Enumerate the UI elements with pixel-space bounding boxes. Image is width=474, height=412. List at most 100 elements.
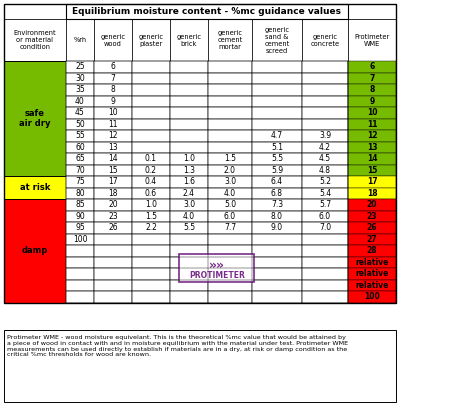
Text: 6: 6	[369, 62, 374, 71]
Text: 5.5: 5.5	[183, 223, 195, 232]
Bar	[348, 141, 396, 153]
Bar	[170, 199, 208, 211]
Bar	[66, 268, 94, 279]
Bar	[252, 291, 302, 302]
Text: 9: 9	[369, 97, 374, 106]
Bar	[208, 211, 252, 222]
Text: generic
brick: generic brick	[176, 33, 201, 47]
Bar	[302, 211, 348, 222]
Bar	[94, 234, 132, 245]
Text: 7.0: 7.0	[319, 223, 331, 232]
Bar	[4, 4, 396, 302]
Text: 5.9: 5.9	[271, 166, 283, 175]
Text: 7: 7	[110, 74, 116, 83]
Bar	[252, 61, 302, 73]
Bar	[170, 234, 208, 245]
Text: safe
air dry: safe air dry	[19, 109, 51, 128]
Bar	[348, 211, 396, 222]
Text: 28: 28	[367, 246, 377, 255]
Bar	[66, 164, 94, 176]
Text: 6.0: 6.0	[319, 212, 331, 221]
Bar	[66, 211, 94, 222]
Bar	[132, 211, 170, 222]
Text: 12: 12	[367, 131, 377, 140]
Text: 13: 13	[367, 143, 377, 152]
Text: relative: relative	[356, 258, 389, 267]
Text: 26: 26	[108, 223, 118, 232]
Text: 5.4: 5.4	[319, 189, 331, 198]
Bar	[94, 130, 132, 141]
Bar	[94, 187, 132, 199]
Text: Equilibrium moisture content - %mc guidance values: Equilibrium moisture content - %mc guida…	[73, 7, 341, 16]
Bar	[4, 19, 66, 61]
Bar	[252, 234, 302, 245]
Bar	[302, 19, 348, 61]
Bar	[302, 245, 348, 257]
Bar	[208, 130, 252, 141]
Text: 8.0: 8.0	[271, 212, 283, 221]
Text: 4.8: 4.8	[319, 166, 331, 175]
Bar	[208, 153, 252, 164]
Bar	[66, 187, 94, 199]
Bar	[170, 176, 208, 187]
Text: 6.4: 6.4	[271, 177, 283, 186]
Bar	[208, 176, 252, 187]
Bar	[208, 234, 252, 245]
Bar	[302, 73, 348, 84]
Bar	[302, 141, 348, 153]
Bar	[252, 164, 302, 176]
Bar	[94, 291, 132, 302]
Text: 1.0: 1.0	[183, 154, 195, 163]
Bar	[170, 84, 208, 96]
Text: 6.0: 6.0	[224, 212, 236, 221]
Bar	[208, 279, 252, 291]
Bar	[252, 96, 302, 107]
Bar	[66, 4, 348, 19]
Bar	[132, 222, 170, 234]
Text: 2.4: 2.4	[183, 189, 195, 198]
Bar	[208, 187, 252, 199]
Bar	[208, 199, 252, 211]
Bar	[348, 257, 396, 268]
Bar	[252, 176, 302, 187]
Text: 70: 70	[75, 166, 85, 175]
Text: 50: 50	[75, 120, 85, 129]
Text: 25: 25	[75, 62, 85, 71]
Bar	[132, 130, 170, 141]
Bar	[66, 257, 94, 268]
Bar	[252, 141, 302, 153]
Bar	[302, 222, 348, 234]
Bar	[348, 176, 396, 187]
Bar	[252, 130, 302, 141]
Text: 30: 30	[75, 74, 85, 83]
Bar	[208, 257, 252, 268]
Text: Environment
or material
condition: Environment or material condition	[14, 30, 56, 50]
Text: 9: 9	[110, 97, 116, 106]
Bar	[252, 153, 302, 164]
Bar	[302, 130, 348, 141]
Text: 8: 8	[110, 85, 115, 94]
Bar	[66, 153, 94, 164]
Bar	[66, 176, 94, 187]
Bar	[170, 211, 208, 222]
Text: 5.0: 5.0	[224, 200, 236, 209]
Bar	[132, 268, 170, 279]
Text: 26: 26	[367, 223, 377, 232]
Text: 5.5: 5.5	[271, 154, 283, 163]
Text: 18: 18	[108, 189, 118, 198]
Bar	[348, 268, 396, 279]
Bar	[170, 222, 208, 234]
Text: PROTIMETER: PROTIMETER	[189, 271, 245, 279]
Bar	[208, 84, 252, 96]
Bar	[302, 96, 348, 107]
Bar	[252, 222, 302, 234]
Text: 0.2: 0.2	[145, 166, 157, 175]
Text: 4.0: 4.0	[183, 212, 195, 221]
Text: 13: 13	[108, 143, 118, 152]
Bar	[132, 176, 170, 187]
Bar	[132, 199, 170, 211]
Text: 3.9: 3.9	[319, 131, 331, 140]
Bar	[132, 119, 170, 130]
Text: 100: 100	[73, 235, 87, 244]
Bar	[170, 164, 208, 176]
